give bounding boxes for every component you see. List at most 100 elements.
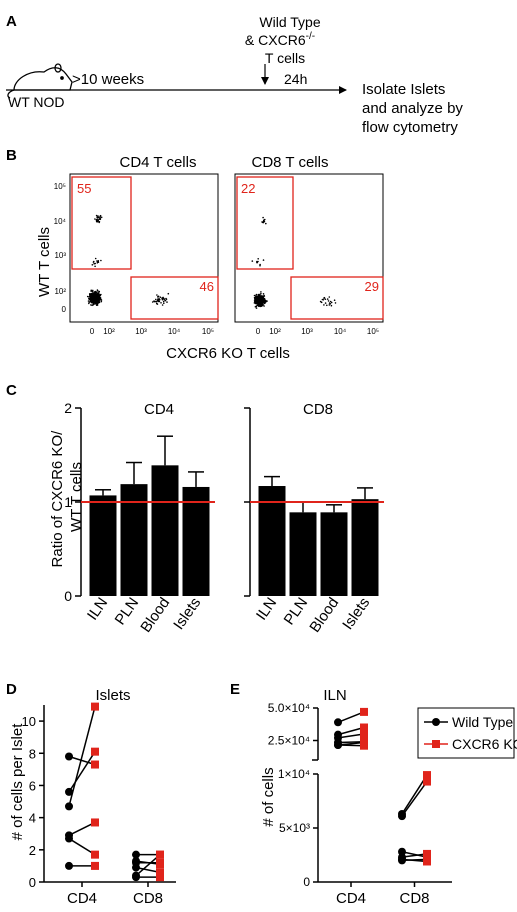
flow-event-dot: [153, 300, 156, 303]
svg-text:0: 0: [256, 327, 261, 336]
flow-event-dot: [256, 301, 258, 304]
flow-event-dot: [262, 216, 264, 219]
flow-event-dot: [324, 298, 327, 301]
flow-event-dot: [262, 259, 265, 261]
flow-event-dot: [156, 294, 158, 296]
point-cxcr6-ko: [156, 868, 164, 877]
y-tick-label: 1: [64, 494, 72, 510]
flow-event-dot: [261, 303, 264, 306]
flow-event-dot: [155, 298, 157, 301]
legend-label-cxcr6-ko: CXCR6 KO: [452, 736, 517, 752]
flow-event-dot: [99, 214, 102, 217]
chart-d: 0 2 4 6 8 10 CD4 CD8: [22, 702, 176, 907]
y-tick-label: 2: [29, 843, 36, 858]
point-wild-type: [334, 718, 342, 727]
legend-box: [417, 707, 515, 759]
panel-d: D Islets # of cells per Islet 0 2 4 6 8 10 CD4…: [6, 681, 176, 907]
x-tick-label: Islets: [170, 595, 204, 633]
y-tick-label: 6: [29, 778, 36, 793]
flow-event-dot: [162, 300, 165, 303]
pair-line: [68, 837, 96, 856]
point-wild-type: [65, 802, 73, 811]
transfer-line-3: T cells: [265, 50, 305, 66]
flow-event-dot: [97, 293, 99, 295]
flow-event-dot: [161, 298, 164, 301]
point-cxcr6-ko: [91, 818, 99, 827]
flow-event-dot: [92, 303, 95, 305]
point-cxcr6-ko: [156, 873, 164, 882]
flow-event-dot: [329, 303, 332, 305]
point-wild-type: [398, 856, 406, 865]
flow-event-dot: [91, 300, 93, 303]
flow-event-dot: [260, 291, 262, 293]
flow-event-dot: [97, 302, 99, 305]
point-wild-type: [132, 850, 140, 859]
svg-text:0: 0: [62, 305, 67, 314]
point-cxcr6-ko: [360, 723, 368, 732]
flow-event-dot: [255, 295, 258, 298]
legend-marker-cxcr6-ko: [432, 740, 440, 748]
flow-event-dot: [100, 216, 103, 219]
flow-event-dot: [94, 294, 96, 297]
flow-event-dot: [163, 299, 166, 301]
panel-letter-d: D: [6, 681, 17, 698]
flow-event-dot: [95, 303, 97, 305]
flow-event-dot: [326, 304, 328, 307]
gate-upper-percent: 22: [241, 181, 255, 196]
flow-event-dot: [98, 297, 100, 300]
chart-c-title-cd4: CD4: [144, 401, 174, 418]
flow-event-dot: [98, 220, 101, 223]
bar-islets: [182, 486, 210, 596]
flow-plot-cd4: 55 46 10⁵ 10⁴ 10³ 10² 0 0 10² 10³ 10⁴ 10…: [54, 173, 219, 336]
flow-event-dot: [88, 298, 90, 301]
flow-event-dot: [151, 301, 154, 303]
point-wild-type: [65, 861, 73, 870]
flow-event-dot: [263, 301, 265, 303]
bar-pln: [120, 484, 148, 596]
flow-event-dot: [89, 297, 92, 300]
pair-line: [337, 711, 365, 723]
pair-line: [401, 851, 428, 858]
flow-event-dot: [160, 302, 162, 304]
point-cxcr6-ko: [156, 850, 164, 859]
point-cxcr6-ko: [156, 858, 164, 867]
result-line-3: flow cytometry: [362, 119, 458, 136]
pair-line: [68, 751, 96, 793]
flow-event-dot: [260, 300, 263, 302]
flow-event-dot: [333, 299, 336, 302]
point-wild-type: [65, 834, 73, 843]
point-cxcr6-ko: [423, 855, 431, 864]
flow-event-dot: [258, 303, 261, 305]
flow-frame: [69, 173, 219, 323]
bar-blood: [320, 512, 348, 596]
pair-line: [337, 726, 365, 736]
point-cxcr6-ko: [360, 741, 368, 750]
svg-text:10³: 10³: [301, 327, 313, 336]
flow-event-dot: [95, 300, 97, 302]
flow-event-dot: [90, 290, 92, 293]
y-tick-label: 0: [64, 588, 72, 604]
transfer-line-1: Wild Type: [259, 14, 320, 30]
flow-event-dot: [96, 262, 99, 264]
point-wild-type: [65, 752, 73, 761]
flow-event-dot: [90, 304, 92, 306]
point-cxcr6-ko: [423, 771, 431, 780]
point-wild-type: [132, 863, 140, 872]
flow-frame: [234, 173, 384, 323]
y-tick-label: 0: [303, 875, 310, 889]
panel-e: E ILN # of cells 5.0×10⁴ 2.5×10⁴ 1×10⁴ 5×10…: [230, 681, 517, 907]
pair-line: [401, 853, 428, 858]
y-tick-label: 5×10³: [279, 821, 310, 835]
point-cxcr6-ko: [91, 760, 99, 769]
flow-event-dot: [96, 297, 99, 300]
flow-event-dot: [162, 296, 164, 299]
flow-event-dot: [255, 298, 258, 300]
flow-event-dot: [94, 295, 96, 298]
flow-event-dot: [88, 302, 90, 305]
flow-event-dot: [330, 301, 333, 304]
x-tick-label: Blood: [306, 595, 342, 636]
y-tick-label: 0: [29, 875, 36, 890]
flow-event-dot: [100, 300, 103, 303]
flow-x-label: CXCR6 KO T cells: [166, 345, 290, 362]
